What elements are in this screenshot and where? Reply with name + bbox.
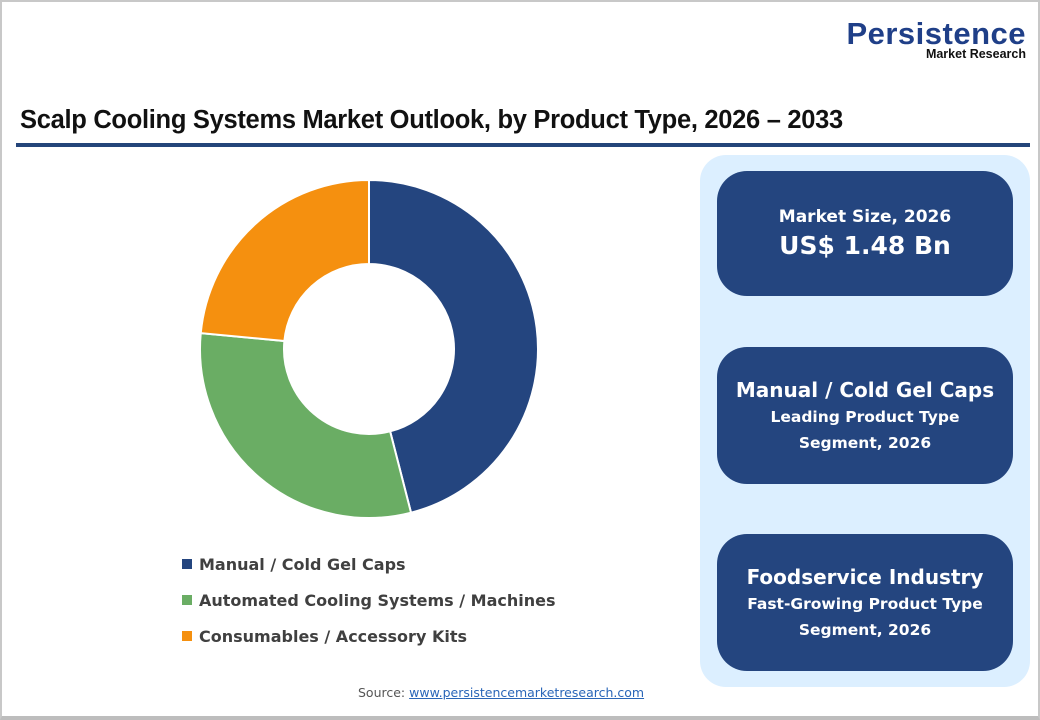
source-link[interactable]: www.persistencemarketresearch.com [409, 685, 645, 700]
legend-item-automated: Automated Cooling Systems / Machines [182, 582, 556, 618]
source-note: Source: www.persistencemarketresearch.co… [358, 685, 644, 700]
chart-legend: Manual / Cold Gel Caps Automated Cooling… [182, 546, 556, 654]
market-size-card: Market Size, 2026 US$ 1.48 Bn [717, 171, 1013, 296]
fast-growing-caption-1: Fast-Growing Product Type [747, 594, 983, 613]
source-prefix: Source: [358, 685, 410, 700]
legend-item-manual: Manual / Cold Gel Caps [182, 546, 556, 582]
legend-swatch-orange [182, 631, 192, 641]
legend-swatch-green [182, 595, 192, 605]
logo-tagline: Market Research [925, 47, 1026, 61]
market-size-label: Market Size, 2026 [778, 206, 952, 227]
leading-segment-caption-1: Leading Product Type [770, 407, 960, 426]
persistence-logo: Persistence Market Research [846, 18, 1026, 61]
logo-wordmark: Persistence [846, 16, 1026, 51]
title-divider [16, 143, 1030, 147]
leading-segment-caption-2: Segment, 2026 [798, 433, 932, 452]
donut-slice-consumables [199, 178, 370, 343]
donut-slice-manual [368, 178, 540, 514]
fast-growing-segment-name: Foodservice Industry [746, 564, 984, 589]
legend-label: Manual / Cold Gel Caps [199, 554, 406, 574]
legend-label: Automated Cooling Systems / Machines [199, 590, 556, 610]
leading-segment-card: Manual / Cold Gel Caps Leading Product T… [717, 347, 1013, 484]
chart-title: Scalp Cooling Systems Market Outlook, by… [20, 106, 843, 134]
fast-growing-segment-card: Foodservice Industry Fast-Growing Produc… [717, 534, 1013, 671]
donut-chart [199, 178, 540, 519]
fast-growing-caption-2: Segment, 2026 [798, 620, 932, 639]
legend-swatch-navy [182, 559, 192, 569]
legend-label: Consumables / Accessory Kits [199, 626, 467, 646]
donut-slice-automated [199, 332, 413, 519]
market-size-value: US$ 1.48 Bn [779, 230, 951, 260]
leading-segment-name: Manual / Cold Gel Caps [735, 377, 995, 402]
donut-chart-svg [199, 178, 540, 519]
legend-item-consumables: Consumables / Accessory Kits [182, 618, 556, 654]
